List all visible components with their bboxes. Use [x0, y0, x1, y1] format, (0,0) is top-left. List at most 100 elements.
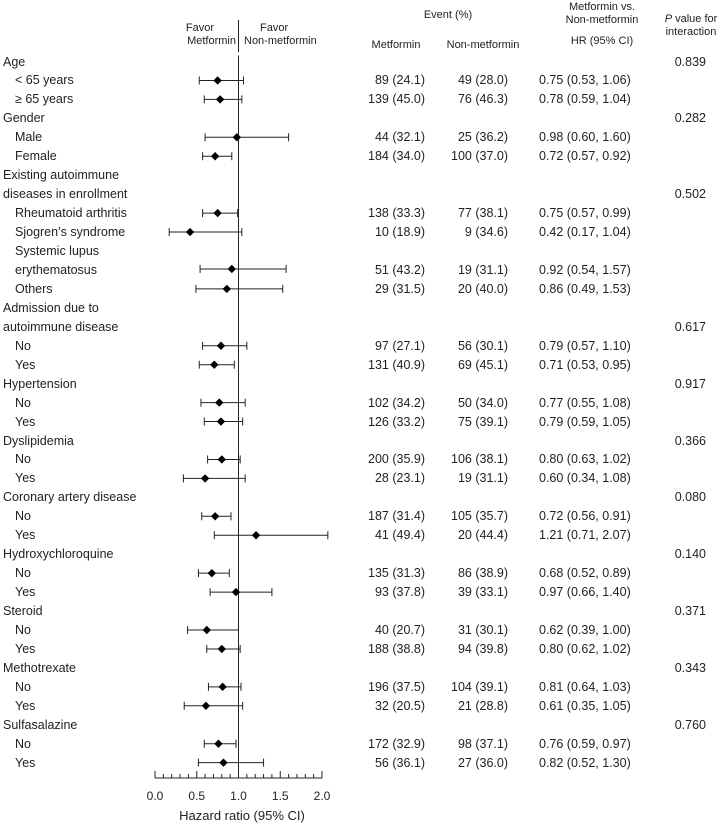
- row-category-label: Dyslipidemia: [3, 433, 74, 448]
- row-sublabel: Yes: [15, 641, 36, 656]
- header-favor-nonmetformin-line1: Favor: [260, 22, 289, 34]
- row-sublabel: Rheumatoid arthritis: [15, 206, 127, 221]
- x-tick-label: 2.0: [314, 789, 331, 803]
- hr-ci-text: 0.77 (0.55, 1.08): [539, 395, 631, 410]
- row-sublabel: Female: [15, 149, 57, 164]
- header-favor-metformin-line2: Metformin: [187, 35, 236, 47]
- event-metformin: 40 (20.7): [374, 623, 425, 637]
- header-favor-nonmetformin: Favor Non-metformin: [244, 22, 317, 48]
- row-sublabel: Yes: [15, 357, 36, 372]
- header-p-value: P value for interaction: [662, 13, 720, 39]
- p-interaction: 0.371: [674, 604, 706, 619]
- row-category-label: Methotrexate: [3, 660, 76, 675]
- row-category-label: Hypertension: [3, 376, 77, 391]
- event-metformin: 97 (27.1): [374, 338, 425, 353]
- header-favor-metformin-line1: Favor: [185, 22, 214, 34]
- hr-point: [213, 76, 222, 85]
- row-sublabel: Yes: [15, 698, 36, 713]
- hr-point: [210, 152, 220, 161]
- p-interaction: 0.140: [674, 547, 706, 562]
- header-hr-line2: Non-metformin: [565, 14, 639, 26]
- hr-point: [219, 758, 228, 767]
- hr-ci-text: 0.61 (0.35, 1.05): [539, 698, 631, 713]
- event-metformin: 200 (35.9): [368, 452, 425, 467]
- hr-ci-text: 0.62 (0.39, 1.00): [539, 623, 631, 637]
- p-interaction: 0.917: [674, 376, 706, 391]
- header-favor-nonmetformin-line2: Non-metformin: [244, 35, 317, 47]
- event-nonmetformin: 104 (39.1): [451, 679, 508, 694]
- hr-point: [210, 360, 219, 369]
- hr-ci-text: 0.78 (0.59, 1.04): [539, 92, 631, 107]
- hr-point: [185, 227, 195, 237]
- hr-point: [200, 474, 210, 483]
- event-metformin: 10 (18.9): [374, 225, 425, 240]
- hr-ci-text: 0.81 (0.64, 1.03): [539, 679, 631, 694]
- event-metformin: 172 (32.9): [368, 736, 425, 751]
- hr-ci-text: 0.60 (0.34, 1.08): [539, 471, 631, 486]
- event-nonmetformin: 21 (28.8): [457, 698, 508, 713]
- row-category-label: Existing autoimmune: [3, 168, 120, 183]
- p-interaction: 0.080: [674, 490, 706, 505]
- event-nonmetformin: 69 (45.1): [457, 357, 508, 372]
- p-interaction: 0.760: [674, 717, 706, 732]
- event-nonmetformin: 20 (44.4): [457, 528, 508, 543]
- p-interaction: 0.343: [674, 660, 706, 675]
- hr-ci-text: 0.72 (0.57, 0.92): [539, 149, 631, 164]
- hr-ci-text: 0.71 (0.53, 0.95): [539, 357, 631, 372]
- hr-ci-text: 0.79 (0.59, 1.05): [539, 414, 631, 429]
- event-nonmetformin: 9 (34.6): [464, 225, 508, 240]
- event-metformin: 187 (31.4): [368, 509, 425, 524]
- hr-point: [222, 284, 232, 294]
- event-nonmetformin: 19 (31.1): [457, 262, 508, 277]
- event-metformin: 184 (34.0): [368, 149, 425, 164]
- row-sublabel: Yes: [15, 755, 36, 770]
- event-nonmetformin: 75 (39.1): [457, 414, 508, 429]
- header-hr-line3: HR (95% CI): [570, 35, 634, 47]
- header-p-value-line2: interaction: [665, 26, 717, 38]
- row-category-label: Hydroxychloroquine: [3, 547, 114, 562]
- event-metformin: 89 (24.1): [374, 73, 425, 88]
- row-category-label: diseases in enrollment: [3, 187, 128, 202]
- row-sublabel: Yes: [15, 471, 36, 486]
- row-sublabel: Others: [15, 281, 53, 296]
- row-category-label: Steroid: [3, 604, 43, 619]
- row-sublabel: Sjogren’s syndrome: [15, 225, 126, 240]
- hr-point: [214, 739, 223, 748]
- row-sublabel: No: [15, 509, 31, 524]
- event-nonmetformin: 20 (40.0): [457, 281, 508, 296]
- hr-ci-text: 0.42 (0.17, 1.04): [539, 225, 631, 240]
- x-tick-label: 0.5: [188, 789, 205, 803]
- row-sublabel: No: [15, 679, 31, 694]
- hr-ci-text: 0.97 (0.66, 1.40): [539, 585, 631, 600]
- hr-point: [231, 587, 241, 597]
- event-metformin: 41 (49.4): [374, 528, 425, 543]
- hr-ci-text: 0.75 (0.57, 0.99): [539, 206, 631, 221]
- header-p-rest: value for: [672, 13, 718, 25]
- row-sublabel: No: [15, 338, 31, 353]
- hr-point: [217, 644, 226, 654]
- event-nonmetformin: 77 (38.1): [457, 206, 508, 221]
- p-interaction: 0.617: [674, 319, 706, 334]
- row-category-label: Gender: [3, 111, 45, 126]
- event-metformin: 188 (38.8): [368, 641, 425, 656]
- header-col-metformin: Metformin: [371, 39, 421, 51]
- event-nonmetformin: 27 (36.0): [457, 755, 508, 770]
- header-event: Event (%): [423, 9, 473, 21]
- row-sublabel: No: [15, 566, 31, 581]
- row-sublabel: No: [15, 452, 31, 467]
- row-sublabel: No: [15, 623, 31, 637]
- hr-ci-text: 0.86 (0.49, 1.53): [539, 281, 631, 296]
- header-hr-line1: Metformin vs.: [568, 1, 635, 13]
- hr-point: [215, 398, 224, 407]
- x-tick-label: 0.0: [147, 789, 164, 803]
- hr-ci-text: 0.80 (0.62, 1.02): [539, 641, 631, 656]
- event-nonmetformin: 98 (37.1): [457, 736, 508, 751]
- hr-ci-text: 0.76 (0.59, 0.97): [539, 736, 631, 751]
- hr-ci-text: 0.98 (0.60, 1.60): [539, 130, 631, 145]
- hr-ci-text: 0.75 (0.53, 1.06): [539, 73, 631, 88]
- hr-point: [217, 455, 226, 464]
- hr-ci-text: 0.92 (0.54, 1.57): [539, 262, 631, 277]
- row-sublabel: No: [15, 395, 31, 410]
- hr-ci-text: 0.79 (0.57, 1.10): [539, 338, 631, 353]
